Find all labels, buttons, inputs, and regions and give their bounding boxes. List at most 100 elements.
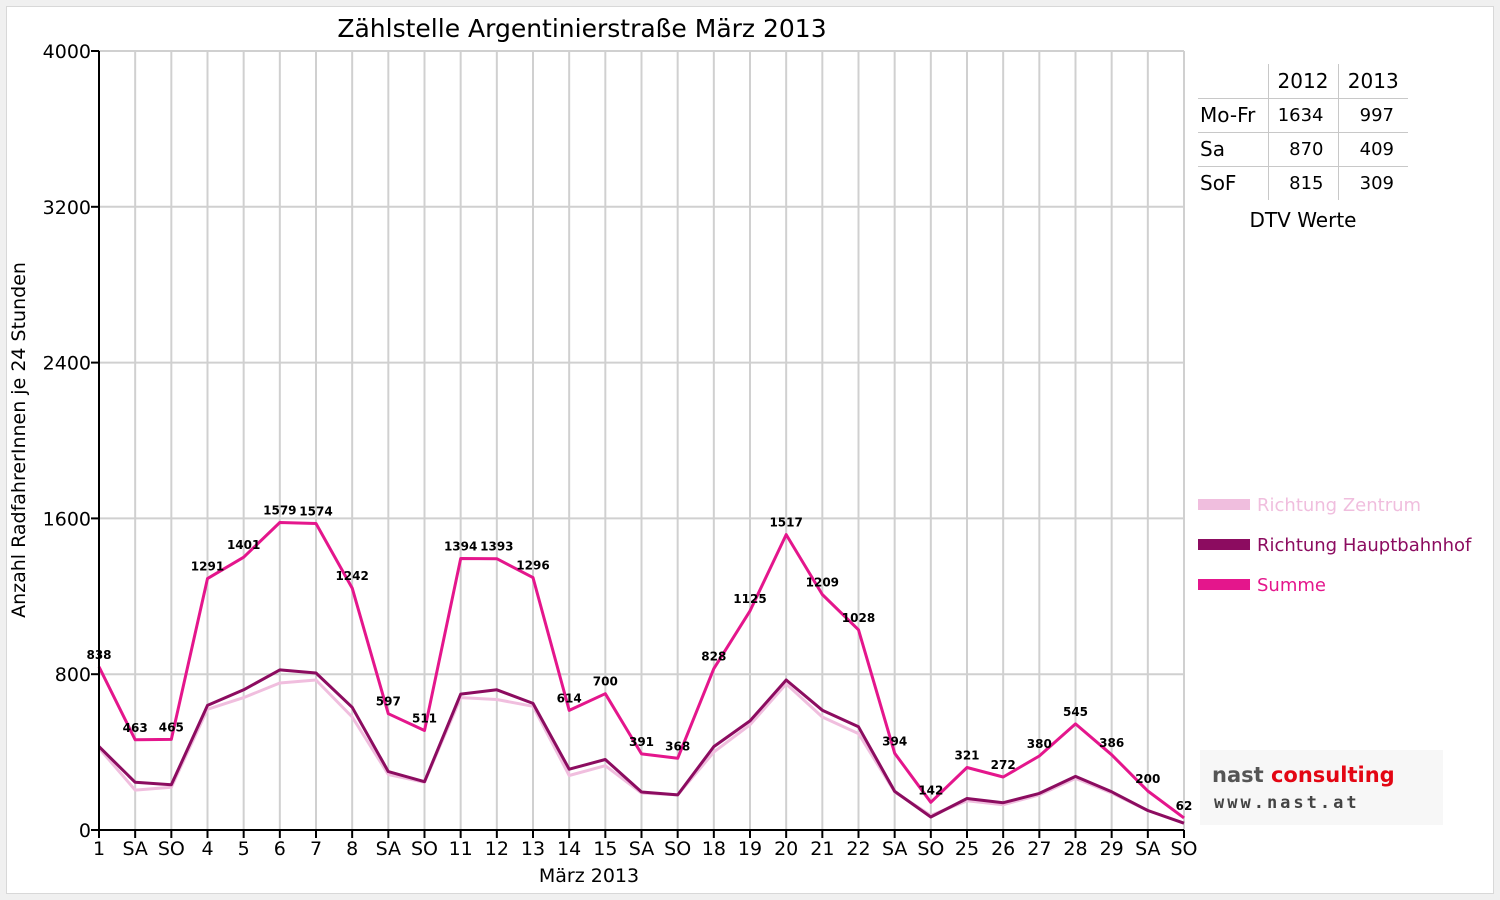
data-label: 838 [86,648,111,662]
data-label: 597 [376,695,401,709]
y-tick-label: 1600 [43,508,91,530]
data-label: 1028 [842,611,875,625]
x-tick-label: SO [664,838,691,860]
x-tick-label: 1 [93,838,105,860]
dtv-value-2013: 997 [1337,98,1408,133]
y-tick-label: 800 [55,664,91,686]
data-label: 380 [1027,737,1052,751]
data-label: 1209 [806,576,839,590]
data-label: 465 [159,720,184,734]
x-tick-label: 14 [557,838,581,860]
x-tick-label: SO [158,838,185,860]
x-tick-label: 4 [201,838,213,860]
data-label: 700 [593,675,618,689]
grid [99,50,1185,830]
data-label: 1394 [444,540,477,554]
dtv-value-2012: 1634 [1267,98,1338,133]
y-tick-label: 3200 [43,197,91,219]
dtv-header-2013: 2013 [1337,64,1408,99]
dtv-value-2012: 815 [1267,166,1338,200]
data-label: 1291 [191,560,224,574]
legend-label: Richtung Hauptbahnhof [1257,535,1472,556]
data-label: 386 [1099,736,1124,750]
data-label: 1242 [335,569,368,583]
x-axis-label: März 2013 [539,865,639,887]
x-tick-label: SO [917,838,944,860]
data-label: 828 [701,650,726,664]
data-label: 1401 [227,538,260,552]
x-tick-label: SA [882,838,907,860]
y-tick-label: 2400 [43,353,91,375]
dtv-header-empty [1198,64,1268,99]
dtv-header-2012: 2012 [1267,64,1338,99]
data-label: 321 [954,748,979,762]
data-label: 142 [918,783,943,797]
data-label: 1393 [480,540,513,554]
dtv-row-label: Mo-Fr [1198,98,1268,133]
dtv-row-sa: Sa 870 409 [1198,132,1408,167]
legend-swatch [1198,499,1250,510]
data-label: 62 [1176,799,1193,813]
chart-title: Zählstelle Argentinierstraße März 2013 [337,14,826,43]
x-tick-label: 12 [485,838,509,860]
logo-name-part2: consulting [1270,763,1395,787]
dtv-caption: DTV Werte [1249,208,1357,232]
legend-label: Summe [1257,575,1326,596]
company-logo: nast consulting www.nast.at [1200,750,1443,825]
dtv-row-sof: SoF 815 309 [1198,166,1408,200]
y-tick-label: 4000 [43,41,91,63]
x-tick-label: 25 [955,838,979,860]
dtv-row-label: Sa [1198,132,1268,167]
legend-swatch [1198,579,1250,590]
x-tick-label: 8 [346,838,358,860]
data-label: 368 [665,739,690,753]
dtv-value-2013: 309 [1337,166,1408,200]
data-label: 545 [1063,705,1088,719]
series-line [97,668,1185,825]
axes: 0 800 1600 2400 3200 4000 1 SA SO 4 5 6 7 8 SA SO 11 12 13… [43,41,1198,860]
series [97,521,1185,825]
data-label: 272 [991,758,1016,772]
dtv-value-2013: 409 [1337,132,1408,167]
logo-name-part1: nast [1212,763,1264,787]
data-label: 1296 [516,559,549,573]
x-tick-label: 13 [521,838,545,860]
x-tick-label: SO [411,838,438,860]
y-axis-label: Anzahl RadfahrerInnen je 24 Stunden [8,262,30,618]
data-label: 394 [882,734,907,748]
data-label: 1517 [769,516,802,530]
x-tick-label: SA [629,838,654,860]
x-tick-label: 11 [449,838,473,860]
x-tick-label: SA [122,838,147,860]
x-tick-label: SO [1170,838,1197,860]
y-tick-label: 0 [79,820,91,842]
x-tick-label: 20 [774,838,798,860]
data-label: 463 [123,721,148,735]
data-label: 200 [1135,772,1160,786]
x-tick-label: 27 [1027,838,1051,860]
x-tick-label: SA [376,838,401,860]
dtv-header-row: 2012 2013 [1198,64,1408,99]
x-tick-label: 21 [810,838,834,860]
x-tick-label: 7 [310,838,322,860]
dtv-value-2012: 870 [1267,132,1338,167]
legend-swatch [1198,539,1250,550]
series-line [97,521,1185,820]
x-tick-label: 18 [702,838,726,860]
logo-name: nast consulting [1212,763,1395,787]
data-label: 614 [557,691,582,705]
dtv-row-label: SoF [1200,171,1237,196]
x-tick-label: 15 [593,838,617,860]
data-label: 391 [629,735,654,749]
data-label: 511 [412,711,437,725]
dtv-row-mofr: Mo-Fr 1634 997 [1198,98,1408,133]
x-tick-label: SA [1135,838,1160,860]
legend-label: Richtung Zentrum [1257,495,1421,516]
x-tick-label: 6 [274,838,286,860]
x-tick-label: 22 [846,838,870,860]
x-tick-label: 5 [238,838,250,860]
logo-url: www.nast.at [1214,793,1360,813]
x-tick-label: 26 [991,838,1015,860]
